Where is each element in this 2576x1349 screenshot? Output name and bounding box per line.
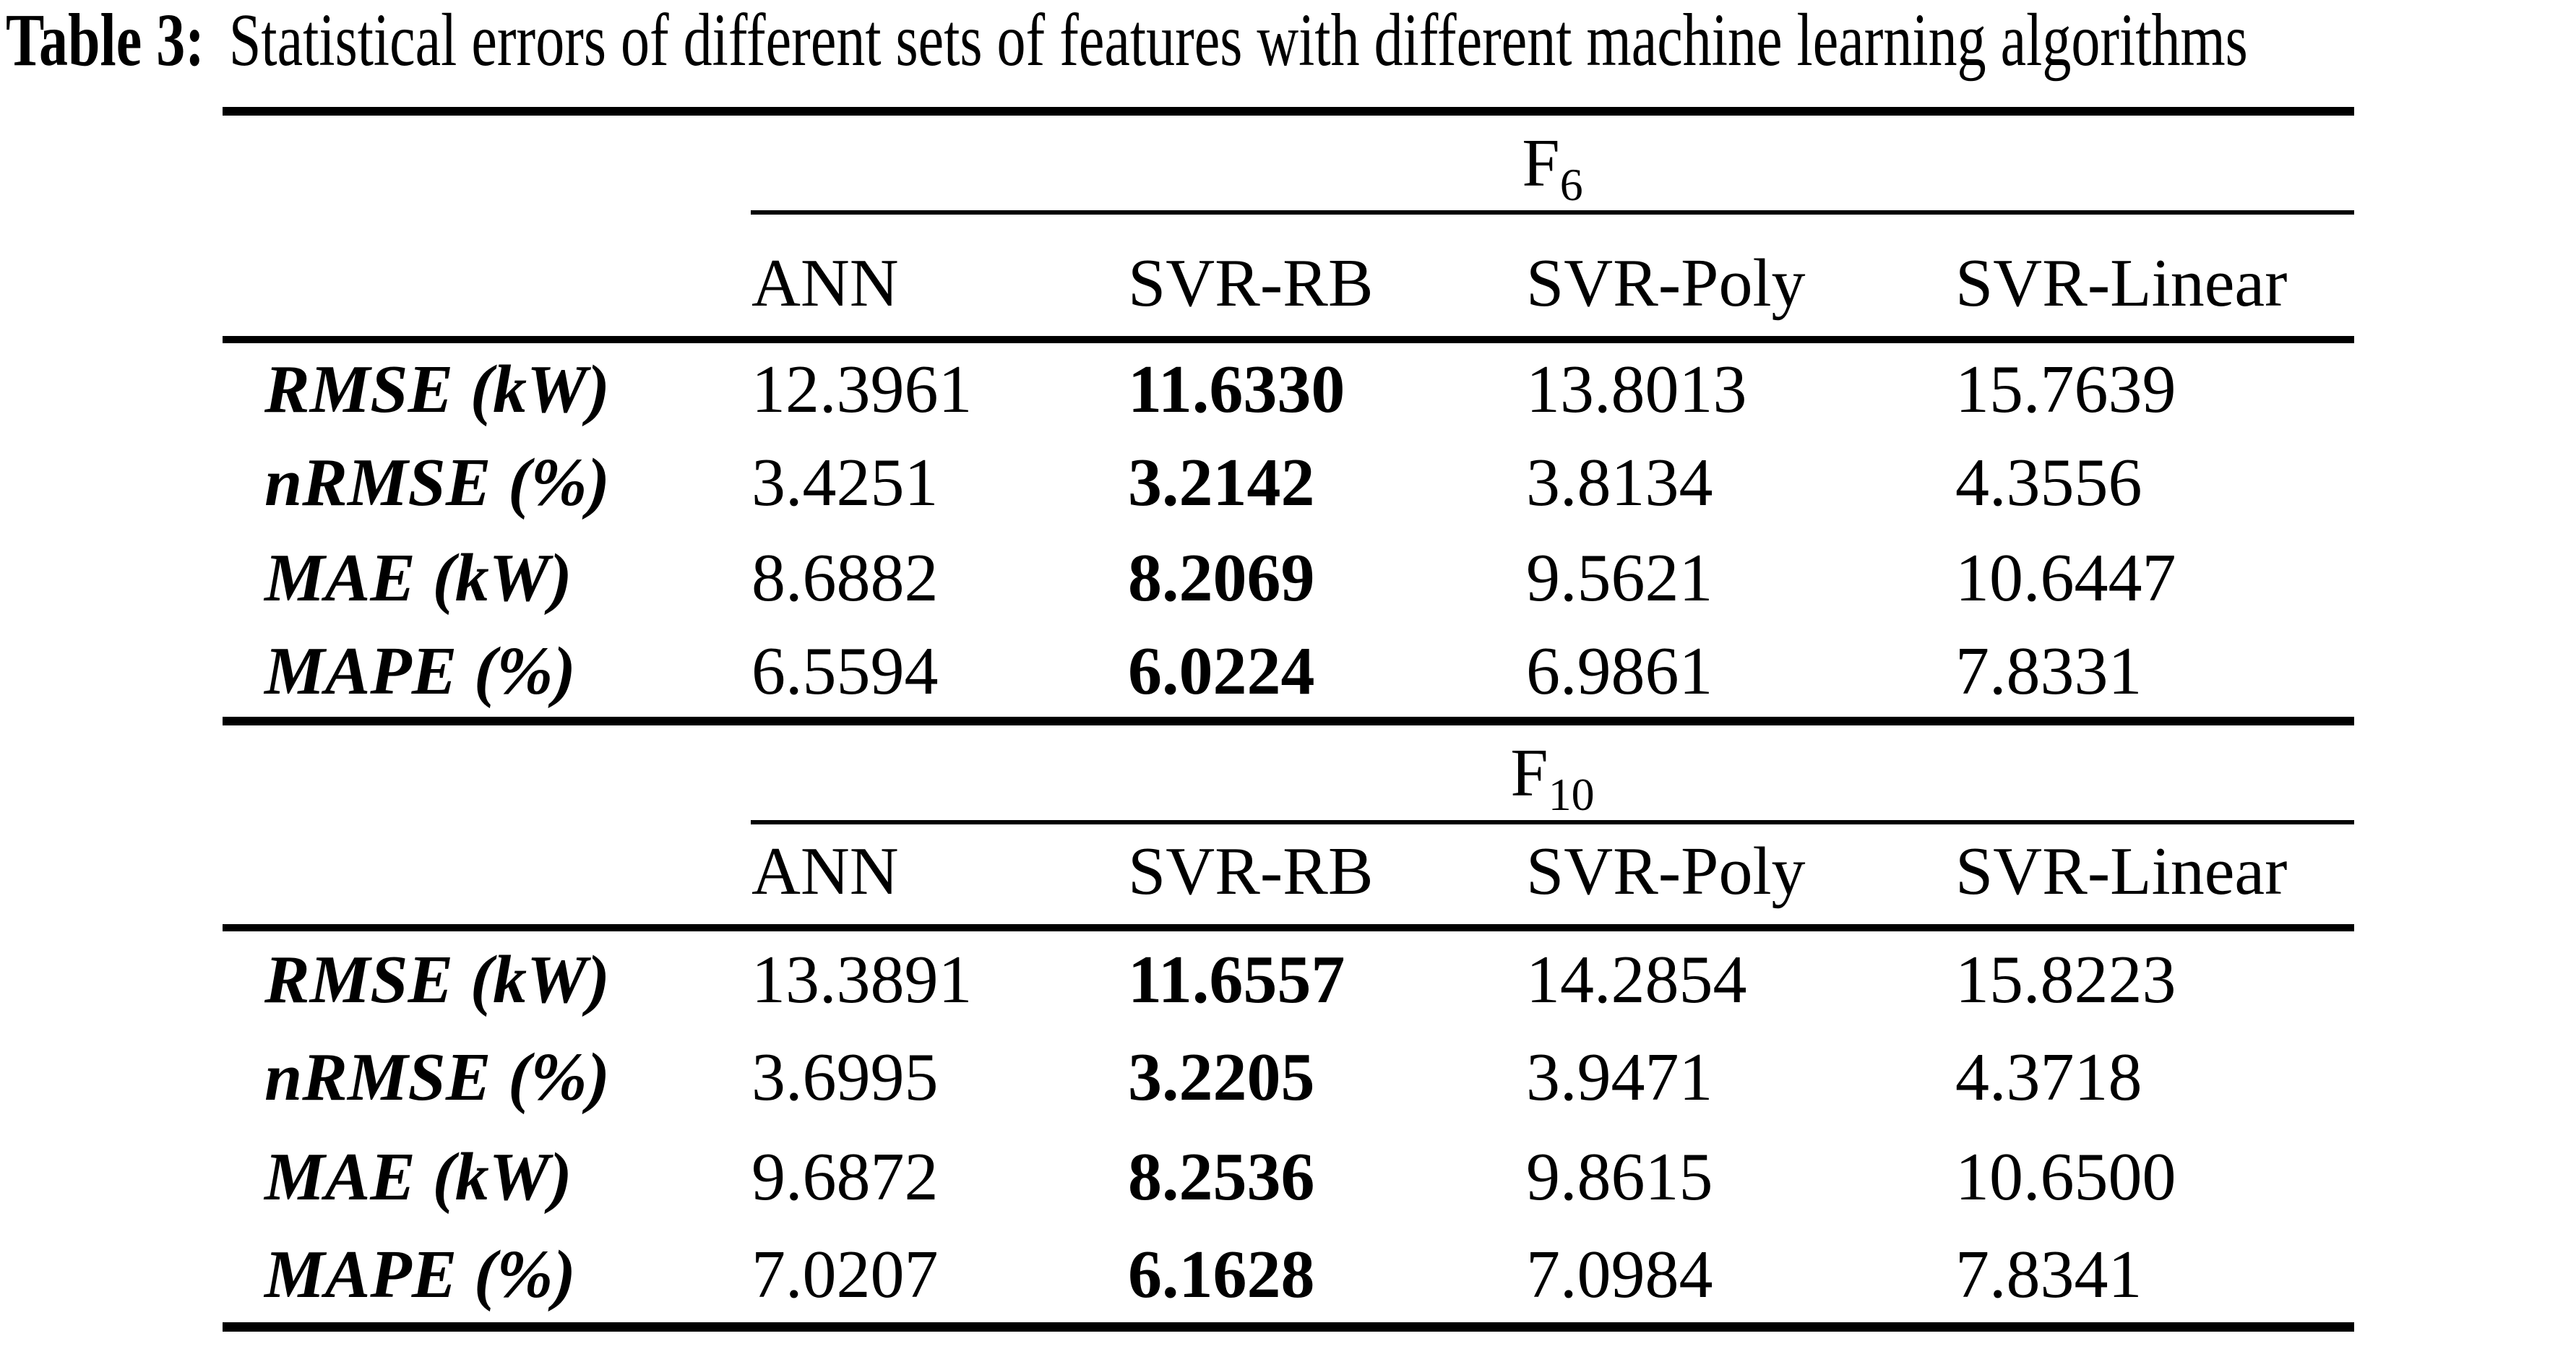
column-header-svr-linear: SVR-Linear xyxy=(1955,212,2355,343)
cell-value: 15.8223 xyxy=(1955,941,2176,1017)
feature-set-subscript: 6 xyxy=(1559,158,1583,210)
cell-value: 13.3891 xyxy=(751,941,973,1017)
table-caption: Table 3: Statistical errors of different … xyxy=(6,3,2248,78)
cell-value-best: 3.2205 xyxy=(1128,1040,1315,1115)
table-row: MAPE (%) 7.0207 6.1628 7.0984 7.8341 xyxy=(223,1227,2354,1327)
cell-value: 6.9861 xyxy=(1526,634,1713,709)
cell-value-best: 8.2536 xyxy=(1128,1139,1315,1215)
row-label: RMSE (kW) xyxy=(264,941,610,1017)
table-row: nRMSE (%) 3.6995 3.2205 3.9471 4.3718 xyxy=(223,1027,2354,1127)
column-header-ann: ANN xyxy=(751,822,1127,931)
cell-value: 3.9471 xyxy=(1526,1040,1713,1115)
spacer-cell xyxy=(223,212,751,343)
cell-value: 9.8615 xyxy=(1526,1139,1713,1215)
table-row: RMSE (kW) 12.3961 11.6330 13.8013 15.763… xyxy=(223,340,2354,435)
cell-value: 9.6872 xyxy=(751,1139,939,1215)
cell-value: 7.0984 xyxy=(1526,1236,1713,1312)
cell-value-best: 6.1628 xyxy=(1128,1236,1315,1312)
cell-value: 7.8331 xyxy=(1955,634,2142,709)
feature-set-base: F xyxy=(1522,125,1560,201)
cell-value: 10.6500 xyxy=(1955,1139,2176,1215)
table-row: MAPE (%) 6.5594 6.0224 6.9861 7.8331 xyxy=(223,626,2354,721)
column-header-row: ANN SVR-RB SVR-Poly SVR-Linear xyxy=(223,212,2355,343)
row-label: MAE (kW) xyxy=(264,1139,572,1215)
column-header-ann: ANN xyxy=(751,212,1127,343)
cell-value-best: 6.0224 xyxy=(1128,634,1315,709)
row-label: MAE (kW) xyxy=(264,540,572,616)
cell-value: 14.2854 xyxy=(1526,941,1747,1017)
cell-value: 7.8341 xyxy=(1955,1236,2142,1312)
section-header-f6: F6 xyxy=(223,111,2355,215)
cell-value: 9.5621 xyxy=(1526,540,1713,616)
row-label: RMSE (kW) xyxy=(264,351,610,427)
cell-value: 7.0207 xyxy=(751,1236,939,1312)
table-row: MAE (kW) 8.6882 8.2069 9.5621 10.6447 xyxy=(223,530,2354,626)
spacer-cell xyxy=(223,822,751,931)
section-header-f10: F10 xyxy=(223,717,2355,824)
cell-value: 8.6882 xyxy=(751,540,939,616)
feature-set-label-f10: F10 xyxy=(751,717,2355,824)
row-label: MAPE (%) xyxy=(264,1236,576,1312)
cell-value: 3.4251 xyxy=(751,445,939,520)
column-header-svr-poly: SVR-Poly xyxy=(1525,822,1955,931)
cell-value-best: 3.2142 xyxy=(1128,445,1315,520)
row-label: nRMSE (%) xyxy=(264,1040,610,1115)
row-label: MAPE (%) xyxy=(264,634,576,709)
column-header-svr-rb: SVR-RB xyxy=(1127,212,1525,343)
row-label: nRMSE (%) xyxy=(264,445,610,520)
table-caption-text: Statistical errors of different sets of … xyxy=(228,0,2248,82)
cell-value-best: 11.6557 xyxy=(1128,941,1345,1017)
cell-value: 15.7639 xyxy=(1955,351,2176,427)
spacer-cell xyxy=(223,111,751,212)
column-header-svr-linear: SVR-Linear xyxy=(1955,822,2355,931)
table-row: MAE (kW) 9.6872 8.2536 9.8615 10.6500 xyxy=(223,1127,2354,1227)
table-row: nRMSE (%) 3.4251 3.2142 3.8134 4.3556 xyxy=(223,435,2354,530)
cell-value-best: 8.2069 xyxy=(1128,540,1315,616)
cell-value: 10.6447 xyxy=(1955,540,2176,616)
column-header-svr-rb: SVR-RB xyxy=(1127,822,1525,931)
cell-value: 13.8013 xyxy=(1526,351,1747,427)
table-row: RMSE (kW) 13.3891 11.6557 14.2854 15.822… xyxy=(223,928,2354,1027)
cell-value: 3.6995 xyxy=(751,1040,939,1115)
feature-set-subscript: 10 xyxy=(1548,768,1595,820)
table-caption-number: Table 3: xyxy=(6,0,204,82)
statistical-errors-table: F6 ANN SVR-RB SVR-Poly SVR-Linear RMSE (… xyxy=(223,107,2355,1332)
cell-value: 12.3961 xyxy=(751,351,973,427)
cell-value: 4.3718 xyxy=(1955,1040,2142,1115)
column-header-row: ANN SVR-RB SVR-Poly SVR-Linear xyxy=(223,822,2355,931)
cell-value-best: 11.6330 xyxy=(1128,351,1345,427)
column-header-svr-poly: SVR-Poly xyxy=(1525,212,1955,343)
feature-set-base: F xyxy=(1510,735,1548,811)
feature-set-label-f6: F6 xyxy=(751,111,2355,215)
cell-value: 3.8134 xyxy=(1526,445,1713,520)
cell-value: 6.5594 xyxy=(751,634,939,709)
spacer-cell xyxy=(223,717,751,822)
cell-value: 4.3556 xyxy=(1955,445,2142,520)
